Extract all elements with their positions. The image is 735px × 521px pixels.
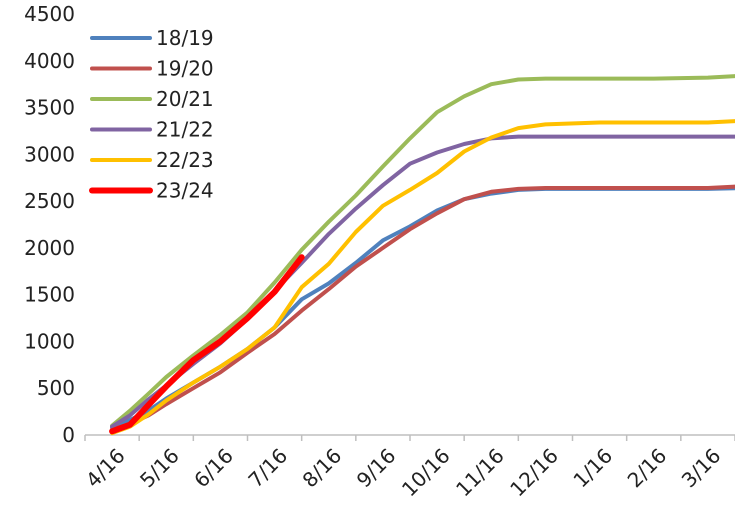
y-tick-label: 1000: [24, 329, 75, 353]
y-tick-label: 1500: [24, 283, 75, 307]
legend: 18/19 19/20 20/21 21/22 22/23 23/24: [89, 26, 214, 203]
legend-label: 19/20: [156, 57, 214, 81]
legend-label: 18/19: [156, 26, 214, 50]
y-tick-label: 4000: [24, 49, 75, 73]
y-tick-label: 4500: [24, 2, 75, 26]
x-tick-label: 11/16: [451, 444, 509, 502]
x-tick-label: 6/16: [189, 444, 238, 493]
series-line-23-24: [109, 254, 305, 435]
y-tick-label: 2500: [24, 189, 75, 213]
x-tick-label: 10/16: [397, 444, 455, 502]
x-tick-label: 3/16: [677, 444, 726, 493]
x-tick-label: 4/16: [81, 444, 130, 493]
x-tick-label: 7/16: [243, 444, 292, 493]
x-tick-label: 5/16: [135, 444, 184, 493]
y-tick-label: 3000: [24, 142, 75, 166]
legend-label: 22/23: [156, 148, 214, 172]
y-tick-label: 3500: [24, 96, 75, 120]
y-tick-label: 0: [62, 423, 75, 447]
x-tick-label: 9/16: [352, 444, 401, 493]
x-tick-label: 8/16: [298, 444, 347, 493]
series-line-22-23: [110, 119, 735, 436]
y-tick-label: 2000: [24, 236, 75, 260]
series-line-20-21: [110, 74, 735, 428]
legend-label: 21/22: [156, 118, 214, 142]
series-line-18-19: [110, 186, 735, 430]
x-tick-label: 1/16: [568, 444, 617, 493]
series-line-19-20: [110, 184, 735, 432]
y-tick-label: 500: [37, 376, 75, 400]
x-tick-label: 2/16: [623, 444, 672, 493]
legend-label: 23/24: [156, 179, 214, 203]
series-lines: [109, 74, 735, 436]
x-tick-label: 12/16: [505, 444, 563, 502]
legend-label: 20/21: [156, 87, 214, 111]
